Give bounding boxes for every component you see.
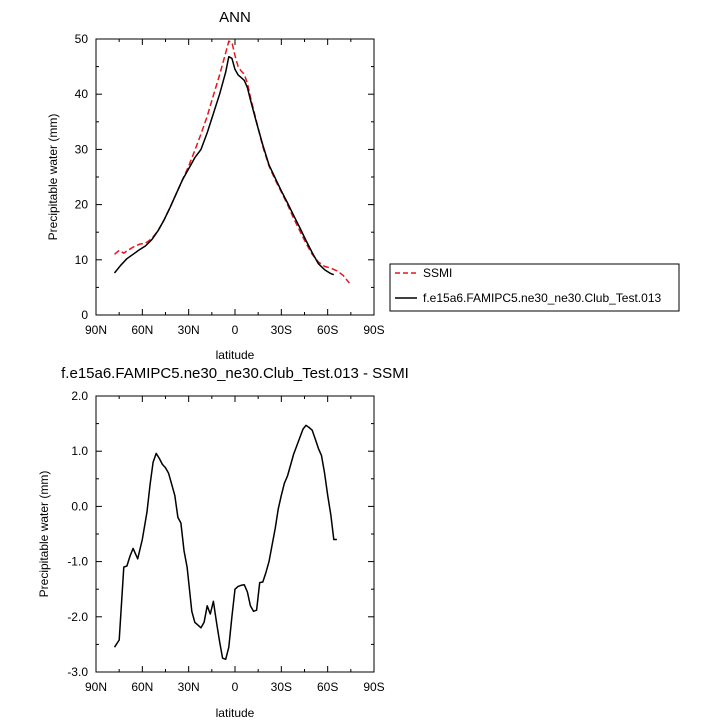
legend-label-ssmi: SSMI xyxy=(423,266,452,280)
top-y-tick-label: 0 xyxy=(81,308,88,322)
top-x-tick-label: 90S xyxy=(363,323,384,337)
bottom-y-tick-label: 0.0 xyxy=(71,499,88,513)
top-x-tick-label: 60N xyxy=(131,323,153,337)
bottom-y-axis-title: Precipitable water (mm) xyxy=(37,471,51,598)
bottom-x-tick-label: 60N xyxy=(131,680,153,694)
legend: SSMI f.e15a6.FAMIPC5.ne30_ne30.Club_Test… xyxy=(389,263,680,312)
bottom-series-group xyxy=(113,424,337,661)
bottom-x-tick-label: 60S xyxy=(317,680,338,694)
top-x-tick-label: 60S xyxy=(317,323,338,337)
bottom-chart-title: f.e15a6.FAMIPC5.ne30_ne30.Club_Test.013 … xyxy=(61,365,409,382)
top-chart-title: ANN xyxy=(219,9,251,26)
bottom-x-tick-label: 0 xyxy=(232,680,239,694)
top-series-line-0 xyxy=(114,40,350,284)
top-x-tick-label: 30S xyxy=(271,323,292,337)
top-ticks: 90N 60N 30N 0 30S 60S 90S 0 10 20 30 40 50 xyxy=(75,32,385,337)
top-line-chart: ANN 90N 60N 30N 0 30S 60S 90S 0 10 20 30 40 50 latit… xyxy=(46,9,385,362)
top-x-tick-label: 90N xyxy=(85,323,107,337)
bottom-plot-frame xyxy=(95,395,375,673)
top-y-tick-label: 10 xyxy=(75,253,89,267)
bottom-y-tick-label: -2.0 xyxy=(67,610,88,624)
bottom-x-axis-title: latitude xyxy=(216,706,255,720)
legend-label-model: f.e15a6.FAMIPC5.ne30_ne30.Club_Test.013 xyxy=(423,291,661,305)
top-y-axis-title: Precipitable water (mm) xyxy=(46,114,60,241)
top-y-tick-label: 40 xyxy=(75,87,89,101)
bottom-line-chart: f.e15a6.FAMIPC5.ne30_ne30.Club_Test.013 … xyxy=(37,365,409,720)
bottom-y-tick-label: 2.0 xyxy=(71,389,88,403)
top-y-tick-label: 20 xyxy=(75,198,89,212)
top-x-axis-title: latitude xyxy=(216,348,255,362)
bottom-y-tick-label: -1.0 xyxy=(67,555,88,569)
bottom-y-tick-label: 1.0 xyxy=(71,444,88,458)
bottom-series-line-0 xyxy=(113,424,337,661)
top-series-group xyxy=(113,40,350,284)
top-x-tick-label: 30N xyxy=(178,323,200,337)
top-y-tick-label: 50 xyxy=(75,32,89,46)
top-x-tick-label: 0 xyxy=(232,323,239,337)
top-y-tick-label: 30 xyxy=(75,142,89,156)
bottom-ticks: 90N 60N 30N 0 30S 60S 90S -3.0 -2.0 -1.0 0.0 1.0 2.0 xyxy=(67,389,384,694)
bottom-x-tick-label: 30N xyxy=(178,680,200,694)
bottom-x-tick-label: 90S xyxy=(363,680,384,694)
top-series-line-1 xyxy=(113,55,335,276)
bottom-x-tick-label: 90N xyxy=(85,680,107,694)
bottom-x-tick-label: 30S xyxy=(271,680,292,694)
legend-frame xyxy=(389,263,680,312)
bottom-y-tick-label: -3.0 xyxy=(67,665,88,679)
